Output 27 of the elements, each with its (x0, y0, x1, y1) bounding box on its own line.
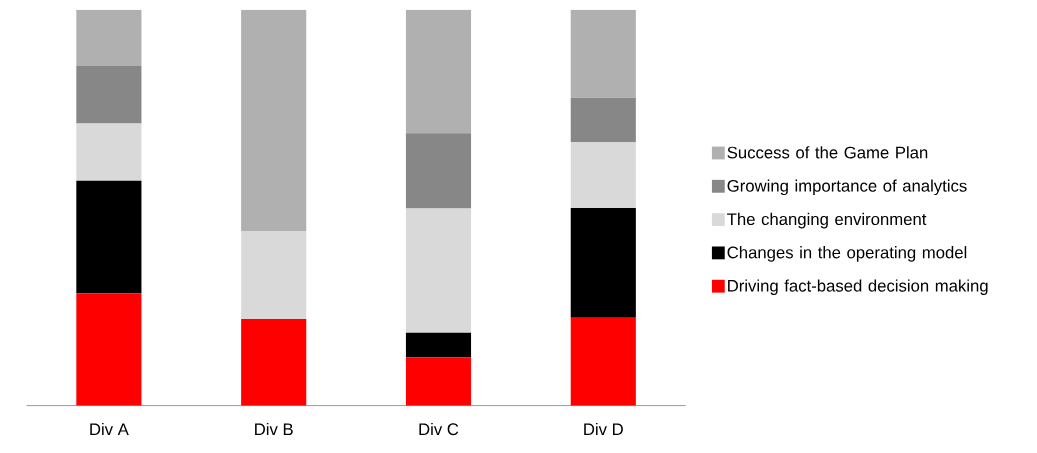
bar (241, 318, 307, 406)
bar (405, 9, 472, 134)
x-tick-label: Div A (90, 422, 129, 435)
legend-label: Driving fact-based decision making (728, 279, 988, 296)
bar (76, 123, 142, 181)
bar (76, 66, 142, 124)
legend-label: Changes in the operating model (727, 246, 967, 262)
bar (76, 293, 142, 406)
bar (76, 9, 142, 67)
bar (241, 9, 307, 232)
bar (570, 142, 636, 209)
bar (405, 133, 472, 209)
bar (241, 231, 307, 319)
x-tick-label: Div B (255, 422, 293, 435)
bar (570, 208, 636, 318)
legend-label: Success of the Game Plan (727, 146, 928, 159)
bar (570, 9, 636, 98)
bar (405, 332, 472, 358)
legend-label: Growing importance of analytics (727, 179, 967, 196)
bar (405, 208, 472, 333)
bar (405, 357, 472, 406)
bar (76, 180, 142, 294)
x-tick-label: Div D (584, 422, 623, 435)
legend-label: The changing environment (727, 212, 927, 229)
bar (570, 317, 636, 406)
x-tick-label: Div C (419, 422, 459, 436)
bar (570, 97, 636, 143)
